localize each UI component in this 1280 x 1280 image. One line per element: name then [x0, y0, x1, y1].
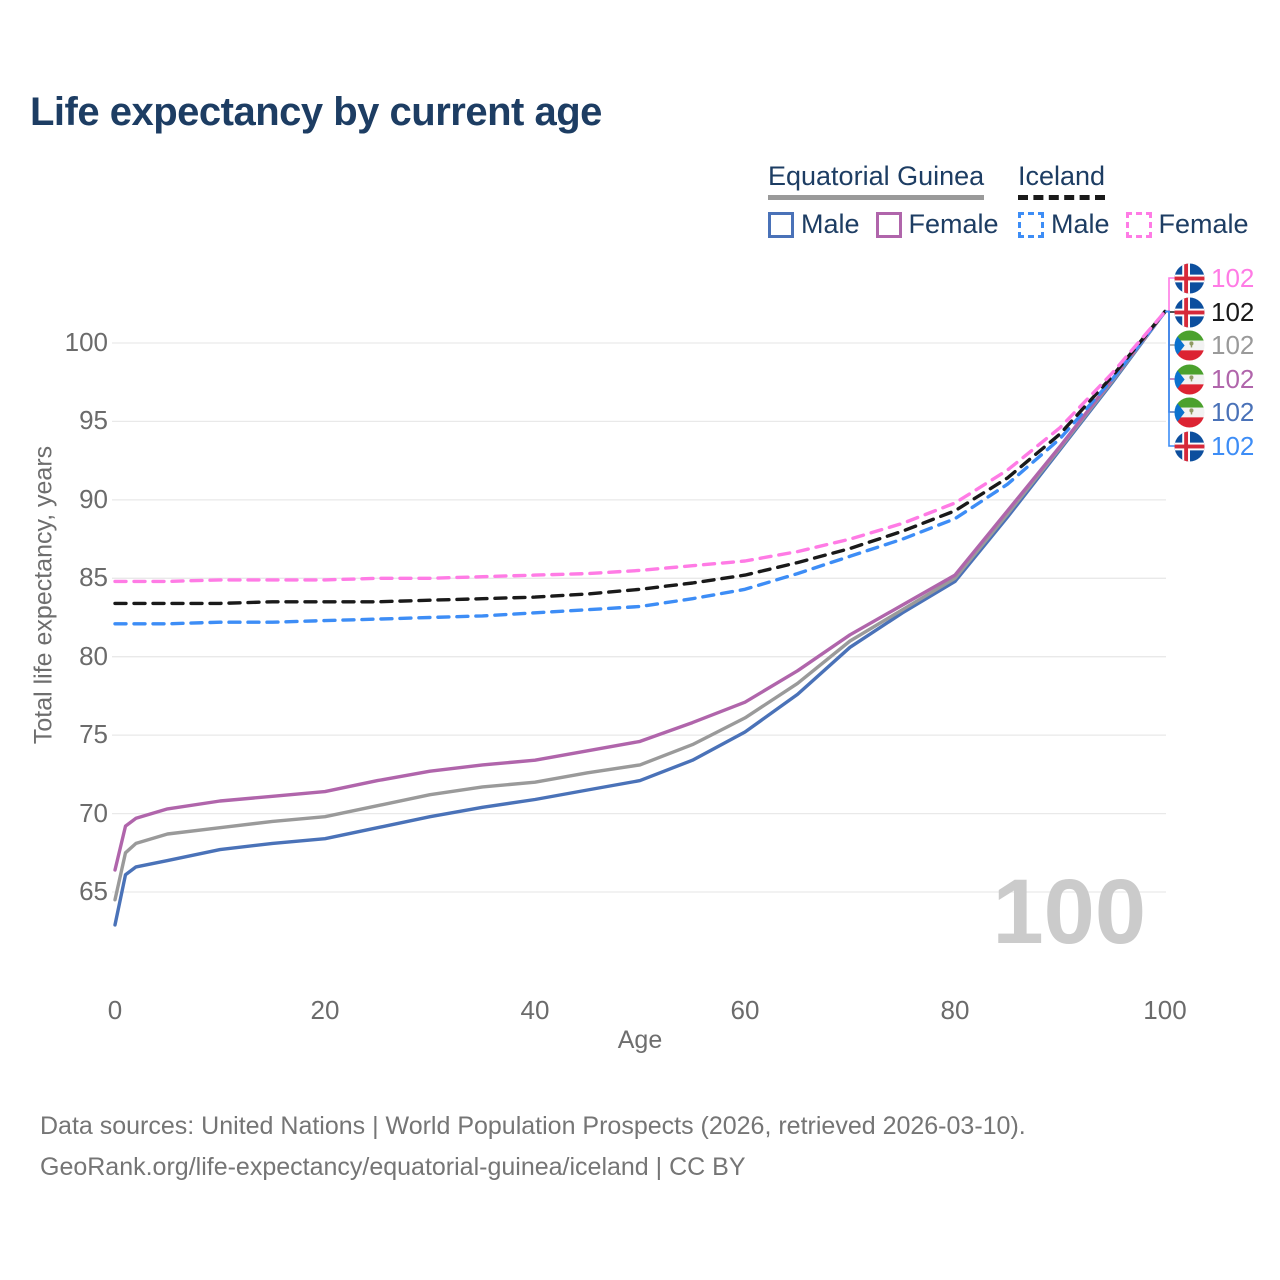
eg-female-swatch-icon: [875, 211, 902, 238]
end-label-equatorial-guinea-female: 102: [1174, 363, 1254, 395]
equatorial-guinea-flag-icon: [1174, 330, 1205, 361]
x-tick-label-80: 80: [940, 995, 970, 1025]
end-label-connector-iceland-male: [1165, 310, 1175, 447]
eg-male-swatch-icon: [768, 211, 794, 238]
y-tick-label-75: 75: [79, 719, 108, 750]
series-line-iceland-female: [113, 309, 1167, 584]
series-line-eg-both: [113, 309, 1167, 902]
end-label-equatorial-guinea-male: 102: [1174, 396, 1254, 428]
legend-group-iceland: Iceland Male Female: [1018, 161, 1249, 240]
end-label-equatorial-guinea-both: 102: [1174, 329, 1254, 361]
page-title: Life expectancy by current age: [30, 90, 602, 134]
series-line-eg-female: [113, 309, 1167, 872]
x-tick-label-60: 60: [730, 995, 760, 1025]
equatorial-guinea-flag-icon: [1174, 397, 1205, 428]
end-label-value: 102: [1211, 262, 1255, 293]
end-label-value: 102: [1211, 363, 1255, 394]
legend-item-label: Female: [908, 209, 999, 239]
iceland-male-swatch-icon: [1018, 211, 1044, 238]
end-label-iceland-male: 102: [1174, 430, 1254, 462]
legend-item-label: Female: [1158, 209, 1249, 239]
end-label-value: 102: [1211, 430, 1255, 461]
equatorial-guinea-flag-icon: [1174, 364, 1205, 395]
legend-item-iceland-male[interactable]: Male: [1018, 209, 1110, 240]
end-label-value: 102: [1211, 329, 1255, 360]
legend-title-iceland[interactable]: Iceland: [1018, 161, 1106, 200]
x-tick-label-40: 40: [520, 995, 550, 1025]
legend-item-eg-female[interactable]: Female: [875, 209, 999, 240]
legend-item-iceland-female[interactable]: Female: [1125, 209, 1249, 240]
end-label-iceland-female: 102: [1174, 262, 1254, 294]
legend-group-equatorial-guinea: Equatorial Guinea Male Female: [768, 161, 999, 240]
y-tick-label-85: 85: [79, 562, 108, 593]
legend-items-iceland: Male Female: [1018, 209, 1249, 240]
x-tick-label-20: 20: [310, 995, 340, 1025]
data-sources-line: Data sources: United Nations | World Pop…: [40, 1112, 1026, 1140]
legend-items-equatorial-guinea: Male Female: [768, 209, 999, 240]
citation-line: GeoRank.org/life-expectancy/equatorial-g…: [40, 1152, 746, 1181]
legend-title-equatorial-guinea[interactable]: Equatorial Guinea: [768, 161, 985, 200]
y-tick-label-80: 80: [79, 640, 108, 671]
series-line-eg-male: [113, 309, 1167, 927]
x-tick-label-0: 0: [107, 995, 123, 1025]
y-tick-label-70: 70: [79, 797, 108, 828]
footer: Data sources: United Nations | World Pop…: [40, 1106, 1026, 1187]
y-tick-label-65: 65: [79, 876, 108, 906]
legend-item-label: Male: [1051, 209, 1110, 239]
series-line-iceland-both: [113, 309, 1167, 606]
y-tick-label-100: 100: [64, 327, 108, 357]
age-counter-watermark: 100: [992, 861, 1147, 963]
end-label-value: 102: [1211, 296, 1255, 327]
iceland-flag-icon: [1174, 263, 1205, 294]
end-label-value: 102: [1211, 396, 1255, 427]
y-tick-label-90: 90: [79, 483, 108, 514]
iceland-female-swatch-icon: [1125, 211, 1152, 238]
iceland-flag-icon: [1174, 297, 1205, 328]
iceland-flag-icon: [1174, 431, 1205, 462]
legend-item-label: Male: [801, 209, 860, 239]
y-tick-label-95: 95: [79, 405, 108, 436]
x-axis-title: Age: [617, 1026, 663, 1054]
legend-item-eg-male[interactable]: Male: [768, 209, 860, 240]
x-tick-label-100: 100: [1143, 995, 1187, 1025]
series-line-iceland-male: [113, 309, 1167, 626]
end-label-iceland-both: 102: [1174, 296, 1254, 328]
